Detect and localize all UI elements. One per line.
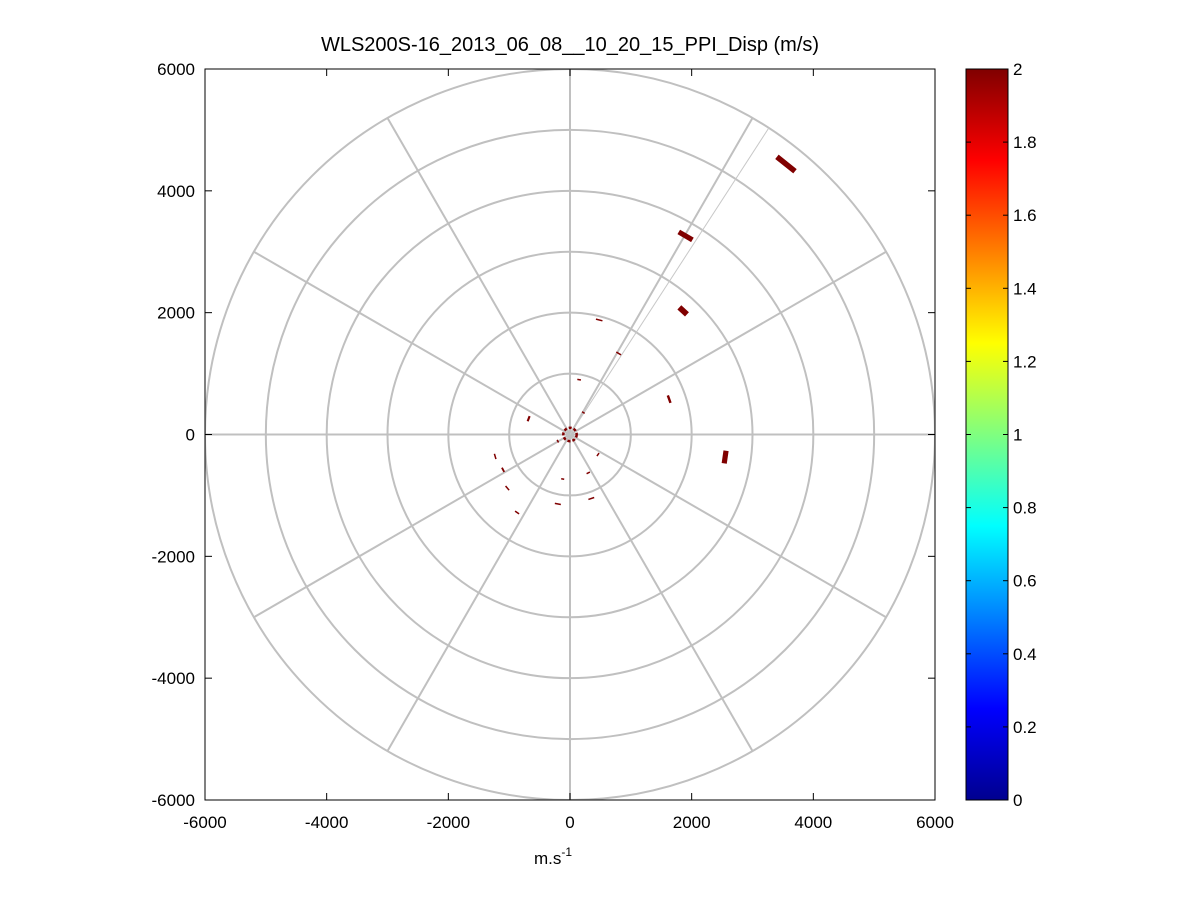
data-point (677, 229, 694, 243)
data-point (526, 415, 531, 422)
data-marks (493, 154, 797, 515)
center-marker (562, 426, 578, 443)
y-tick-label: -6000 (152, 791, 195, 810)
y-tick-label: 4000 (157, 182, 195, 201)
x-tick-label: -2000 (427, 813, 470, 832)
beam-line (569, 127, 770, 435)
x-axis: -6000 -4000 -2000 0 2000 4000 6000 (183, 69, 954, 832)
x-tick-label: 2000 (673, 813, 711, 832)
data-point (677, 305, 689, 317)
y-tick-label: 6000 (157, 60, 195, 79)
data-point (595, 318, 603, 322)
x-tick-label: 4000 (794, 813, 832, 832)
data-point (577, 378, 582, 381)
data-point (588, 496, 595, 501)
svg-text:m.s-1: m.s-1 (534, 845, 572, 868)
colorbar-tick-label: 0.8 (1013, 499, 1037, 518)
data-point (775, 154, 797, 174)
colorbar-tick-label: 2 (1013, 60, 1022, 79)
data-point (586, 471, 591, 475)
polar-grid-spoke (253, 433, 571, 619)
colorbar-tick-label: 1.2 (1013, 352, 1037, 371)
data-point (514, 510, 520, 515)
colorbar-tick-label: 0.6 (1013, 572, 1037, 591)
data-point (596, 452, 600, 457)
y-tick-label: -2000 (152, 547, 195, 566)
x-axis-label: m.s-1 (534, 845, 572, 868)
colorbar-tick-label: 0.2 (1013, 718, 1037, 737)
polar-grid-spoke (253, 250, 571, 436)
colorbar: 2 1.8 1.6 1.4 1.2 1 0.8 0.6 0.4 0.2 0 (965, 60, 1037, 810)
colorbar-tick-label: 0 (1013, 791, 1022, 810)
data-point (556, 439, 560, 443)
colorbar-ticks: 2 1.8 1.6 1.4 1.2 1 0.8 0.6 0.4 0.2 0 (966, 60, 1037, 810)
polar-grid-spoke (569, 250, 887, 436)
x-tick-label: -4000 (305, 813, 348, 832)
plot-area: -6000 -4000 -2000 0 2000 4000 6000 6000 4000 200… (152, 60, 954, 832)
data-point (561, 477, 565, 480)
x-axis-label-text: m.s (534, 849, 561, 868)
data-point (493, 453, 497, 460)
data-point (666, 395, 672, 404)
polar-grid-spoke (386, 117, 571, 435)
colorbar-tick-label: 0.4 (1013, 645, 1037, 664)
polar-grid-spoke (569, 117, 754, 435)
polar-grid-spoke (386, 434, 571, 752)
data-point (501, 467, 506, 473)
y-tick-label: 0 (186, 426, 195, 445)
polar-grid-spoke (569, 434, 754, 752)
colorbar-tick-label: 1.4 (1013, 279, 1037, 298)
data-point (581, 411, 586, 415)
y-axis: 6000 4000 2000 0 -2000 -4000 -6000 (152, 60, 935, 810)
x-tick-label: -6000 (183, 813, 226, 832)
y-tick-label: 2000 (157, 304, 195, 323)
colorbar-tick-label: 1.6 (1013, 206, 1037, 225)
colorbar-tick-label: 1.8 (1013, 133, 1037, 152)
chart-title: WLS200S-16_2013_06_08__10_20_15_PPI_Disp… (321, 34, 819, 56)
x-tick-label: 0 (565, 813, 574, 832)
colorbar-tick-label: 1 (1013, 426, 1022, 445)
data-point (721, 450, 729, 464)
y-tick-label: -4000 (152, 669, 195, 688)
x-tick-label: 6000 (916, 813, 954, 832)
x-axis-label-superscript: -1 (561, 845, 572, 859)
polar-grid-spoke (569, 433, 887, 619)
data-point (554, 502, 561, 506)
data-point (504, 485, 510, 491)
data-point (615, 351, 622, 356)
polar-grid (205, 69, 935, 800)
colorbar-gradient (965, 68, 1009, 801)
